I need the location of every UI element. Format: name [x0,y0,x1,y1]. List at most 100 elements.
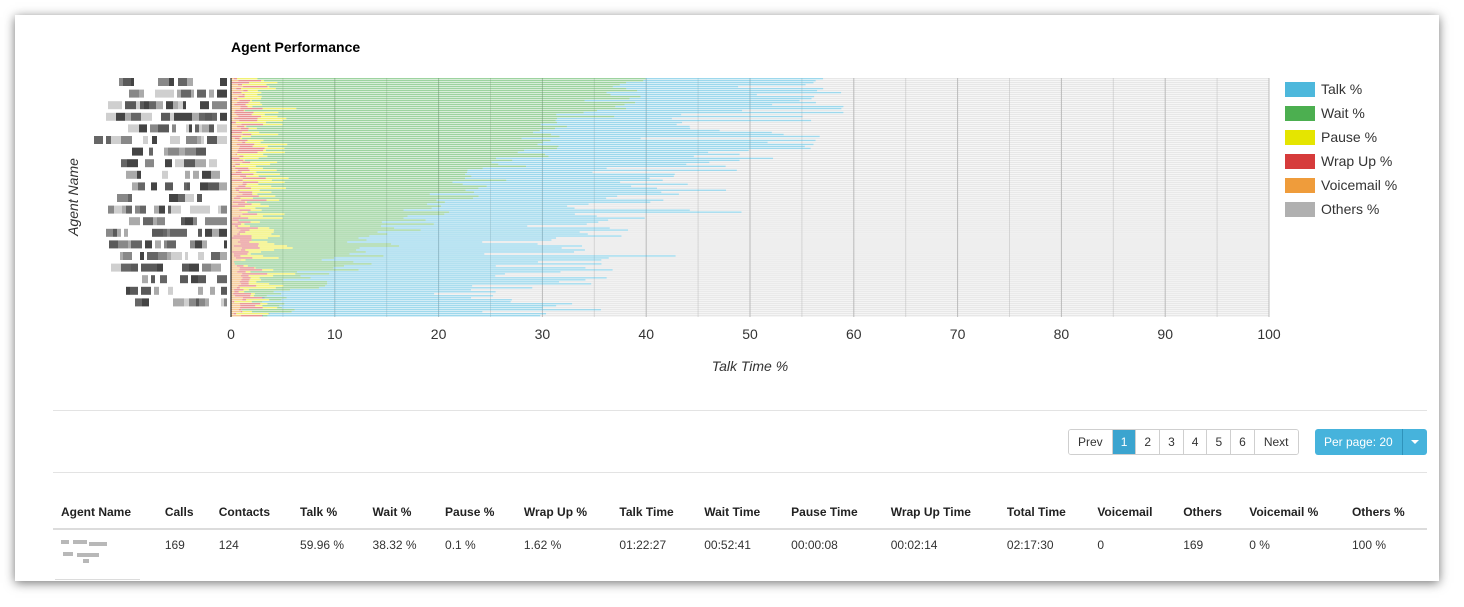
column-header[interactable]: Wrap Up Time [882,499,999,530]
redacted-agent-label [170,112,174,121]
bar-segment [241,223,245,225]
bar-segment [236,265,244,267]
redacted-agent-label [192,112,199,121]
bar-segment [232,223,242,225]
page-button-1[interactable]: 1 [1112,430,1137,454]
bar-segment [240,215,263,217]
redacted-agent-label [207,136,217,144]
bar-segment [624,103,773,106]
bar-segment [236,227,258,229]
legend-item[interactable]: Others % [1285,197,1397,221]
bar-segment [257,213,285,215]
column-header[interactable]: Talk % [292,499,365,530]
bar-segment [491,161,710,164]
column-header[interactable]: Talk Time [611,499,697,530]
bar-segment [231,79,239,82]
bar-segment [273,275,301,277]
bar-segment [238,225,250,227]
column-header[interactable]: Pause Time [783,499,883,530]
bar-segment [251,135,560,138]
bar-segment [241,283,249,285]
bar-segment [262,307,278,309]
redacted-agent-label [140,205,146,214]
bar-segment [284,303,573,305]
redacted-agent-label [118,240,128,249]
legend-item[interactable]: Wrap Up % [1285,149,1397,173]
redacted-agent-label [184,159,195,168]
column-header[interactable]: Calls [156,499,211,530]
redacted-agent-label [121,263,131,272]
bar-segment [257,117,287,120]
bar-segment [478,195,618,197]
bar-segment [249,241,268,243]
chevron-down-icon[interactable] [1402,429,1427,455]
page-button-5[interactable]: 5 [1207,430,1232,454]
bar-segment [237,78,258,80]
bar-segment [257,93,611,96]
column-header[interactable]: Wait % [364,499,438,530]
column-header[interactable]: Contacts [210,499,293,530]
bar-segment [240,105,248,108]
bar-segment [231,119,240,122]
bar-segment [256,171,468,174]
bar-segment [537,143,814,146]
column-header[interactable]: Voicemail % [1241,499,1344,530]
column-header[interactable]: Wrap Up % [515,499,612,530]
bar-segment [231,185,239,187]
bar-segment [258,183,463,185]
bar-segment [709,161,1269,164]
column-header[interactable]: Others % [1343,499,1427,530]
legend-item[interactable]: Talk % [1285,77,1397,101]
bar-segment [841,91,1269,94]
bar-segment [231,299,243,301]
bar-segment [739,153,1269,156]
column-header[interactable]: Pause % [437,499,516,530]
bar-segment [231,113,237,116]
column-header[interactable]: Total Time [998,499,1090,530]
bar-segment [767,141,1269,144]
page-button-4[interactable]: 4 [1183,430,1208,454]
bar-segment [273,269,359,271]
table-row[interactable]: 169 124 59.96 % 38.32 % 0.1 % 1.62 % 01:… [53,529,1427,574]
bar-segment [231,267,240,269]
next-page-button[interactable]: Next [1254,430,1298,454]
redacted-agent-label [183,101,186,110]
column-header[interactable]: Others [1175,499,1242,530]
bar-segment [286,117,558,120]
bar-segment [255,165,527,168]
bar-segment [511,299,1269,301]
redacted-agent-label [142,275,148,284]
page-button-6[interactable]: 6 [1231,430,1255,454]
legend-label: Voicemail % [1321,177,1398,193]
bar-segment [232,251,249,253]
redacted-agent-label [171,252,179,260]
bar-segment [255,207,432,209]
bar-segment [284,147,557,150]
bar-segment [231,277,243,279]
redacted-agent-label [200,101,209,110]
bar-segment [231,133,243,136]
legend-label: Wrap Up % [1321,153,1393,169]
bar-segment [231,315,242,317]
bar-segment [674,173,1269,175]
bar-segment [585,279,1269,281]
column-header[interactable]: Agent Name [53,499,157,530]
per-page-dropdown[interactable]: Per page: 20 [1315,429,1427,455]
bar-segment [799,99,1269,102]
bar-segment [231,115,239,118]
bar-segment [813,143,1269,146]
legend-item[interactable]: Wait % [1285,101,1397,125]
legend-item[interactable]: Pause % [1285,125,1397,149]
bar-segment [736,169,1269,172]
column-header[interactable]: Voicemail [1089,499,1176,530]
bar-segment [344,265,496,267]
legend-item[interactable]: Voicemail % [1285,173,1397,197]
prev-page-button[interactable]: Prev [1069,430,1113,454]
bar-segment [275,287,319,289]
column-header[interactable]: Wait Time [696,499,784,530]
redacted-agent-label [189,298,196,307]
bar-segment [249,169,277,172]
page-button-2[interactable]: 2 [1136,430,1161,454]
redacted-agent-label [168,147,179,156]
page-button-3[interactable]: 3 [1160,430,1184,454]
